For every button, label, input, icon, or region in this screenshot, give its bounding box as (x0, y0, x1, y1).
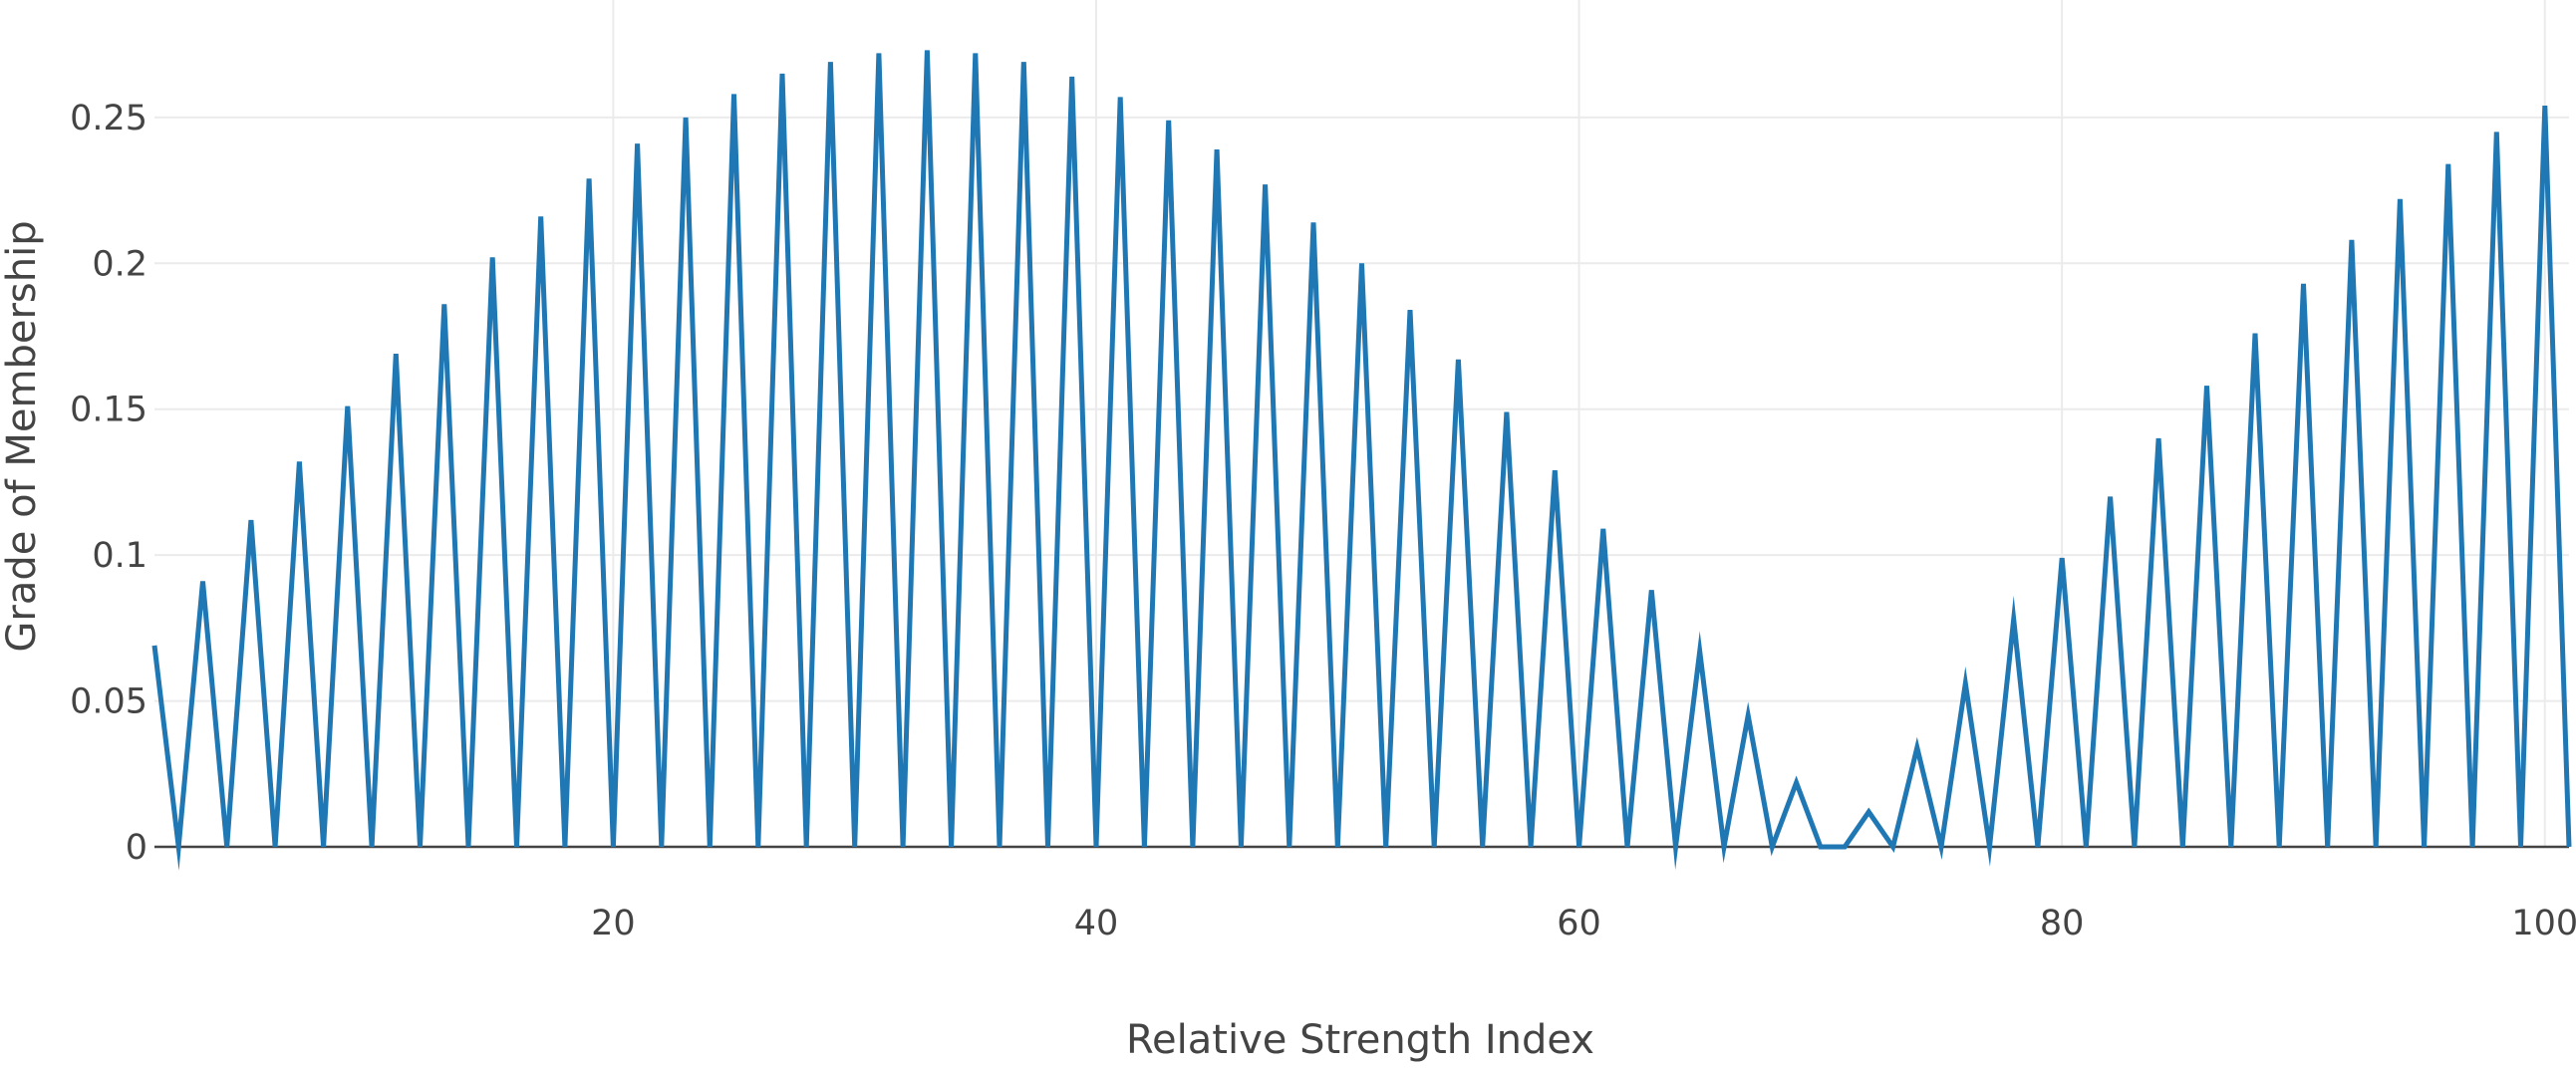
y-tick-label: 0.15 (70, 391, 147, 430)
x-axis-title: Relative Strength Index (1126, 1017, 1594, 1063)
x-tick-label: 20 (591, 904, 636, 943)
series-layer (151, 50, 2572, 871)
y-tick-label: 0 (126, 828, 147, 868)
tick-labels: 20 40 60 80 100 0 0.05 0.1 0.15 0.2 0.25 (70, 99, 2576, 943)
series-line (151, 50, 2572, 871)
y-tick-label: 0.1 (92, 536, 147, 576)
y-axis-title: Grade of Membership (0, 220, 45, 652)
y-tick-label: 0.05 (70, 682, 147, 722)
y-tick-label: 0.25 (70, 99, 147, 138)
x-tick-label: 40 (1074, 904, 1119, 943)
x-tick-label: 80 (2040, 904, 2085, 943)
x-tick-label: 60 (1557, 904, 1601, 943)
y-tick-label: 0.2 (92, 244, 147, 284)
x-tick-label: 100 (2511, 904, 2576, 943)
